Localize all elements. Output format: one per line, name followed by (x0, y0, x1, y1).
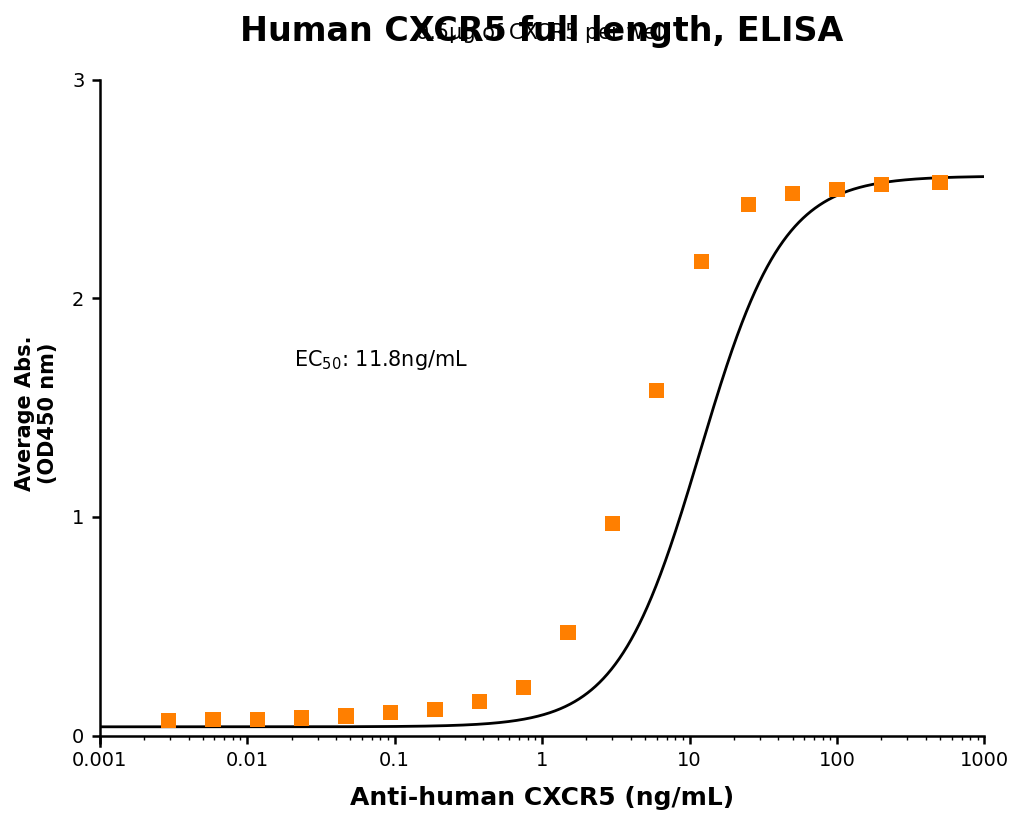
Point (693, 254, 710, 268)
Point (828, 183, 845, 196)
Title: Human CXCR5 full length, ELISA: Human CXCR5 full length, ELISA (241, 15, 844, 48)
Point (932, 176, 948, 189)
Point (338, 710, 354, 723)
Point (382, 706, 398, 719)
Text: 0.5μg of CXCR5 per well: 0.5μg of CXCR5 per well (416, 23, 668, 43)
Point (205, 713, 221, 726)
Text: EC$_{50}$: 11.8ng/mL: EC$_{50}$: 11.8ng/mL (294, 348, 469, 372)
Point (648, 383, 665, 396)
Point (560, 626, 577, 639)
Point (471, 695, 487, 708)
Point (294, 711, 310, 724)
Point (427, 703, 443, 716)
Point (784, 187, 801, 200)
Point (515, 681, 531, 694)
Point (740, 198, 757, 211)
X-axis label: Anti-human CXCR5 (ng/mL): Anti-human CXCR5 (ng/mL) (350, 786, 734, 810)
Point (249, 713, 265, 726)
Y-axis label: Average Abs.
(OD450 nm): Average Abs. (OD450 nm) (15, 335, 58, 491)
Point (873, 178, 890, 192)
Point (604, 517, 621, 530)
Point (161, 714, 177, 728)
